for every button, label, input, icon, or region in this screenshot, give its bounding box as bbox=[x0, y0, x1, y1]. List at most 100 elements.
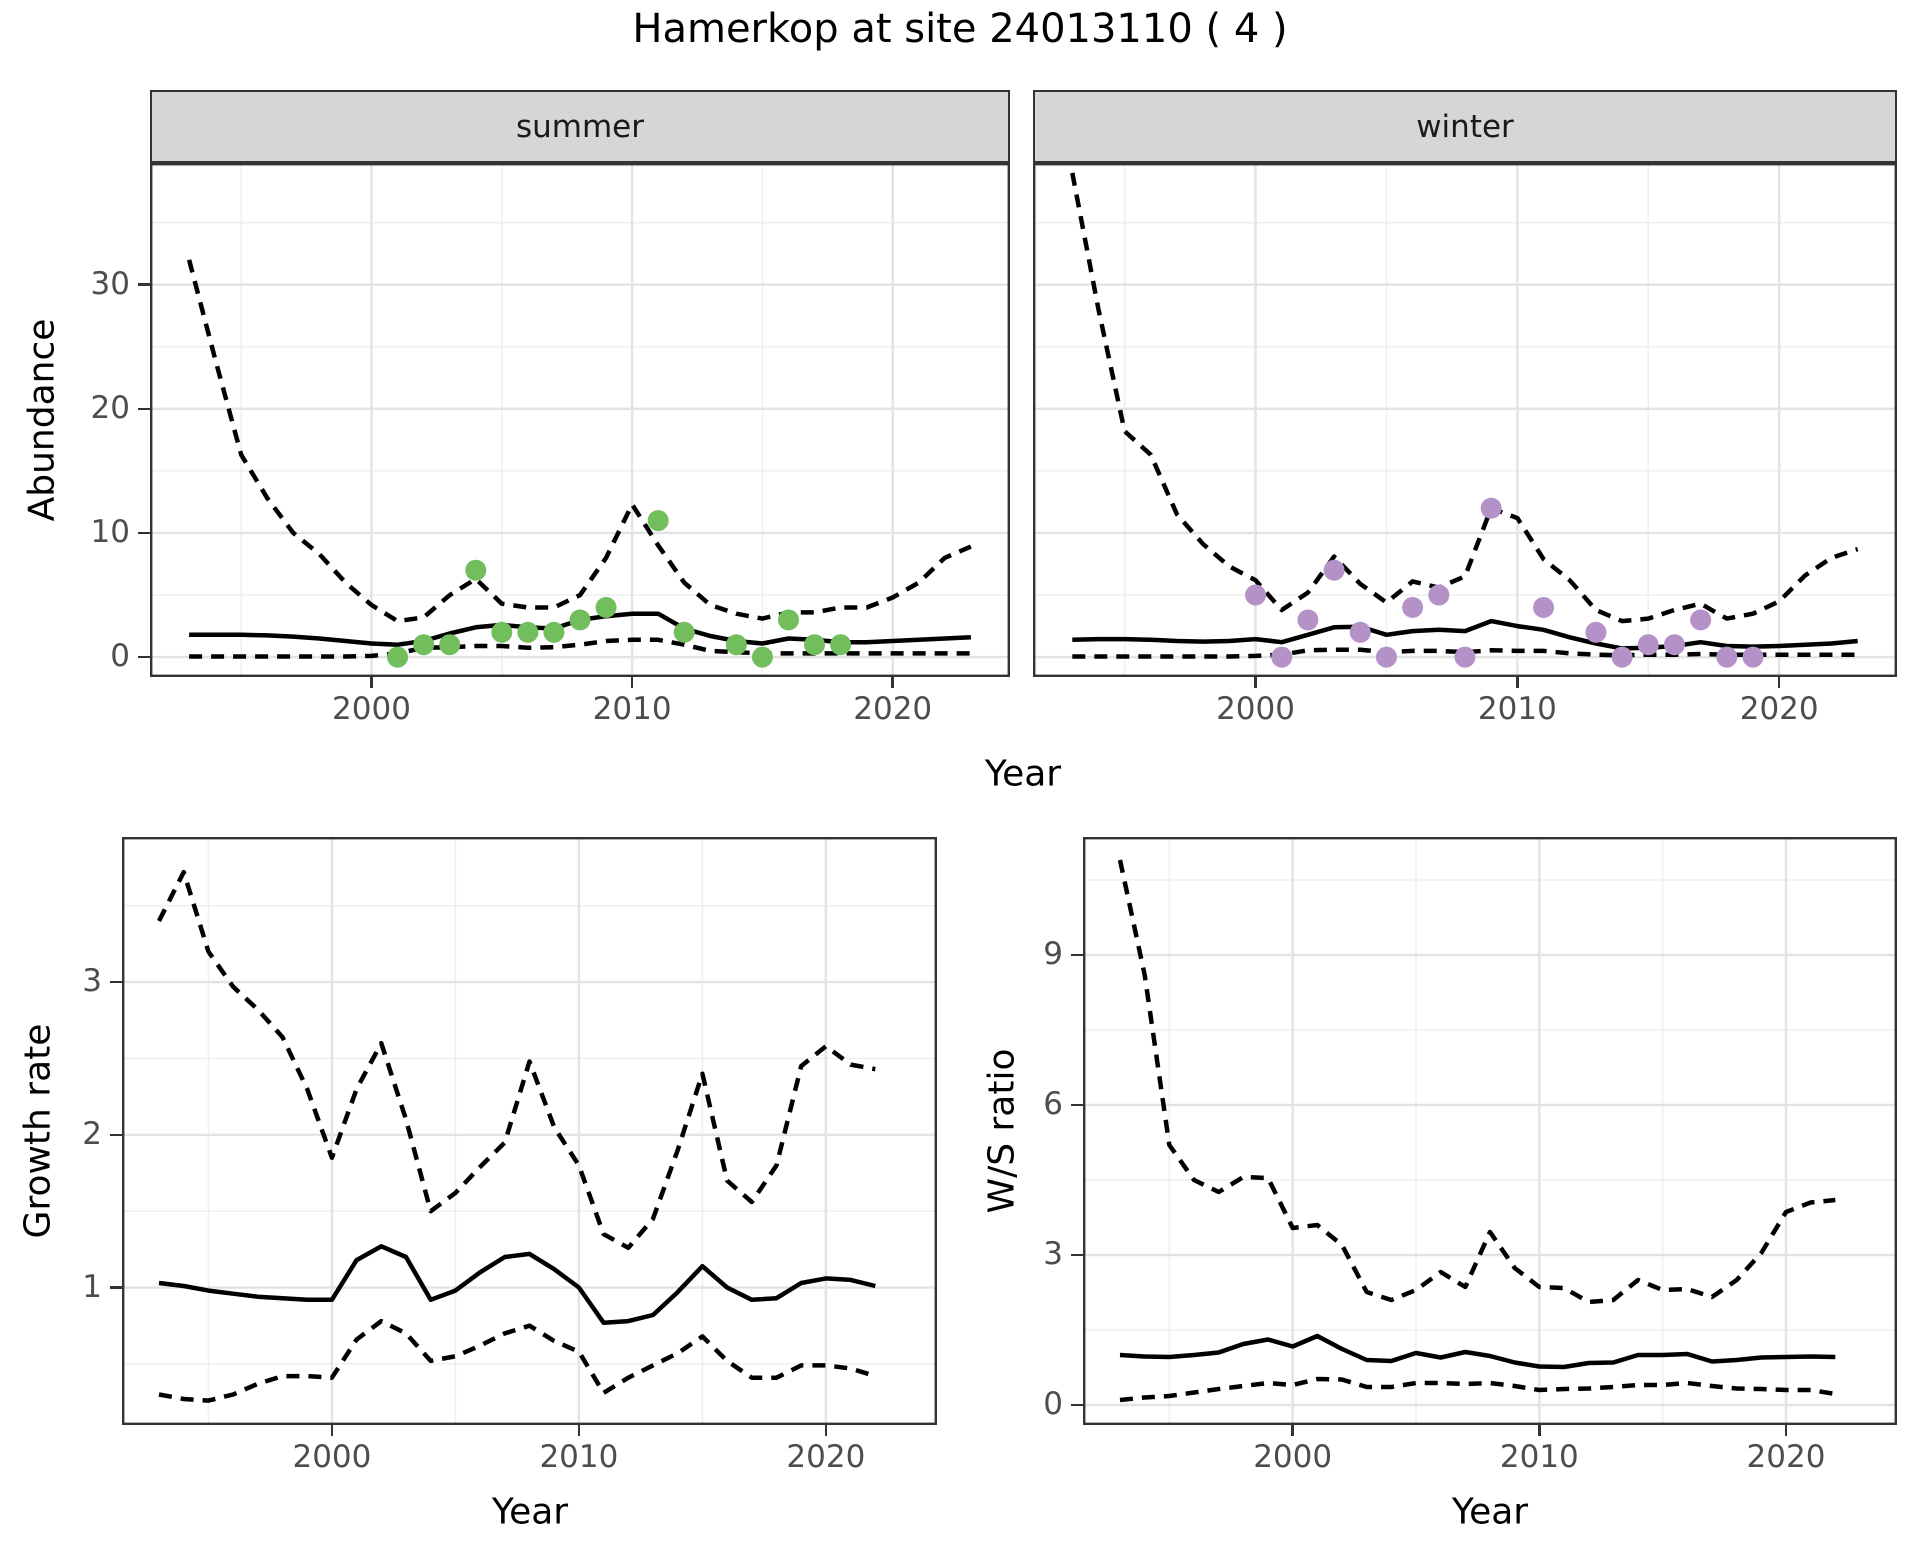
panel-border bbox=[150, 163, 1010, 677]
x-tick-label: 2010 bbox=[1477, 691, 1557, 727]
x-tick-mark bbox=[1777, 677, 1781, 688]
x-tick-mark bbox=[577, 1425, 581, 1436]
x-tick-mark bbox=[1516, 677, 1519, 688]
y-tick-mark bbox=[1071, 1403, 1083, 1407]
panel-border bbox=[1033, 163, 1897, 677]
x-tick-label: 2010 bbox=[1499, 1439, 1579, 1475]
x-axis-label-year-growth: Year bbox=[491, 1491, 569, 1533]
x-tick-label: 2020 bbox=[1746, 1439, 1826, 1475]
y-tick-label: 0 bbox=[110, 638, 130, 675]
observation-point bbox=[1533, 596, 1555, 618]
facet-strip-winter: winter bbox=[1033, 90, 1897, 163]
confidence-upper bbox=[1117, 859, 1836, 1305]
y-tick-label: 2 bbox=[82, 1115, 102, 1152]
x-tick-label: 2000 bbox=[1253, 1439, 1333, 1475]
panel-border bbox=[1083, 837, 1897, 1425]
x-tick-label: 2000 bbox=[292, 1439, 372, 1475]
y-tick-mark bbox=[138, 655, 150, 659]
observation-point bbox=[1690, 609, 1712, 631]
observation-point bbox=[595, 596, 617, 618]
observation-point bbox=[413, 634, 435, 656]
x-tick-mark bbox=[1538, 1425, 1541, 1436]
x-tick-mark bbox=[370, 677, 373, 688]
plot-panel-growth bbox=[122, 837, 937, 1425]
y-tick-mark bbox=[110, 980, 122, 984]
y-tick-label: 3 bbox=[82, 963, 102, 1000]
observation-point bbox=[804, 634, 826, 656]
x-tick-mark bbox=[630, 677, 634, 688]
observation-point bbox=[1742, 646, 1764, 668]
x-tick-mark bbox=[1291, 1425, 1294, 1436]
observation-point bbox=[1271, 646, 1293, 668]
y-tick-mark bbox=[110, 1286, 122, 1289]
y-tick-label: 3 bbox=[1043, 1236, 1063, 1272]
x-tick-label: 2000 bbox=[1216, 691, 1295, 727]
observation-point bbox=[1611, 646, 1633, 668]
y-axis-label-ws-ratio: W/S ratio bbox=[981, 1048, 1023, 1214]
facet-strip-summer: summer bbox=[150, 90, 1010, 163]
confidence-upper bbox=[186, 259, 972, 624]
observation-point bbox=[543, 621, 565, 643]
observation-point bbox=[1297, 609, 1319, 631]
x-tick-mark bbox=[891, 677, 894, 688]
panel-border bbox=[122, 837, 937, 1425]
x-tick-mark bbox=[824, 1425, 828, 1436]
confidence-upper bbox=[156, 869, 876, 1251]
y-tick-mark bbox=[110, 1133, 122, 1137]
confidence-upper bbox=[1070, 172, 1859, 624]
observation-point bbox=[1480, 497, 1502, 519]
confidence-lower bbox=[1119, 1376, 1836, 1403]
x-tick-label: 2020 bbox=[786, 1439, 866, 1475]
fit-line bbox=[1119, 1333, 1836, 1370]
facet-strip-summer-label: summer bbox=[515, 108, 644, 145]
y-tick-label: 0 bbox=[1043, 1386, 1063, 1422]
plot-title: Hamerkop at site 24013110 ( 4 ) bbox=[632, 6, 1288, 52]
y-tick-mark bbox=[138, 531, 150, 535]
observation-point bbox=[830, 634, 852, 656]
y-tick-mark bbox=[1071, 1253, 1083, 1257]
x-axis-label-year-top: Year bbox=[984, 753, 1062, 795]
y-tick-label: 30 bbox=[90, 265, 130, 302]
observation-point bbox=[1245, 584, 1267, 606]
x-tick-label: 2010 bbox=[539, 1439, 619, 1475]
observation-point bbox=[1349, 621, 1371, 643]
y-tick-mark bbox=[138, 283, 150, 286]
x-tick-mark bbox=[1254, 677, 1257, 688]
observation-point bbox=[751, 646, 773, 668]
y-tick-label: 20 bbox=[90, 389, 130, 426]
observation-point bbox=[647, 510, 669, 532]
observation-point bbox=[1428, 584, 1450, 606]
y-tick-label: 10 bbox=[90, 513, 130, 550]
y-tick-label: 1 bbox=[82, 1268, 102, 1305]
observation-point bbox=[1454, 646, 1476, 668]
y-tick-label: 9 bbox=[1043, 936, 1063, 972]
observation-point bbox=[1716, 646, 1738, 668]
observation-point bbox=[1375, 646, 1397, 668]
fit-line bbox=[158, 1244, 876, 1325]
plot-panel-ws bbox=[1083, 837, 1897, 1425]
plot-panel-summer bbox=[150, 163, 1010, 677]
observation-point bbox=[673, 621, 695, 643]
observation-point bbox=[569, 609, 591, 631]
x-tick-label: 2000 bbox=[332, 691, 411, 727]
x-tick-label: 2020 bbox=[1739, 691, 1819, 727]
y-tick-mark bbox=[1071, 1103, 1083, 1107]
y-tick-mark bbox=[138, 407, 150, 411]
y-tick-mark bbox=[1071, 953, 1083, 957]
observation-point bbox=[491, 621, 513, 643]
observation-point bbox=[1585, 621, 1607, 643]
plot-panel-winter bbox=[1033, 163, 1897, 677]
y-tick-label: 6 bbox=[1043, 1086, 1063, 1122]
x-axis-label-year-ws: Year bbox=[1451, 1491, 1529, 1533]
observation-point bbox=[1637, 634, 1659, 656]
x-tick-label: 2010 bbox=[592, 691, 672, 727]
x-tick-mark bbox=[1784, 1425, 1788, 1436]
facet-strip-winter-label: winter bbox=[1416, 108, 1514, 145]
observation-point bbox=[1663, 634, 1685, 656]
observation-point bbox=[777, 609, 799, 631]
observation-point bbox=[465, 559, 487, 581]
x-tick-label: 2020 bbox=[853, 691, 933, 727]
observation-point bbox=[387, 646, 409, 668]
gridlines bbox=[122, 837, 937, 1425]
